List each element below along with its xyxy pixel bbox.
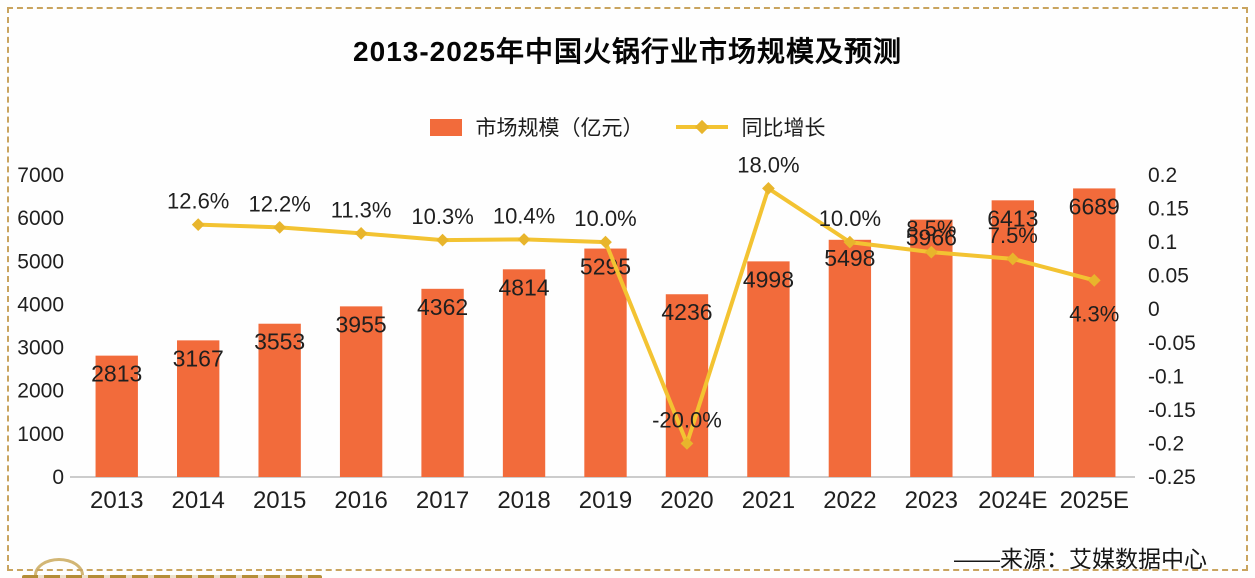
bar-value-label: 4998 [743, 266, 794, 292]
bar-value-label: 3167 [173, 345, 224, 371]
growth-value-label: 4.3% [1069, 301, 1119, 326]
x-tick-label: 2020 [660, 487, 713, 514]
x-tick-label: 2021 [742, 487, 795, 514]
x-tick-label: 2016 [334, 487, 387, 514]
growth-value-label: 8.5% [906, 216, 956, 241]
growth-value-label: 10.4% [493, 203, 555, 228]
left-axis-tick: 0 [52, 466, 64, 489]
left-axis-tick: 7000 [17, 164, 64, 187]
right-axis-tick: 0.1 [1148, 231, 1177, 254]
left-axis-tick: 4000 [17, 293, 64, 316]
bar-2023 [910, 219, 953, 477]
bar-2021 [747, 261, 790, 477]
left-axis-tick: 3000 [17, 337, 64, 360]
line-marker-2017 [436, 233, 449, 247]
right-axis-tick: -0.15 [1148, 399, 1196, 422]
left-axis-tick: 2000 [17, 380, 64, 403]
bar-2018 [502, 269, 546, 477]
line-marker-2019 [599, 235, 612, 249]
bar-value-label: 5498 [824, 245, 875, 271]
x-tick-label: 2019 [579, 487, 632, 514]
right-axis-tick: 0 [1148, 298, 1160, 321]
right-axis-tick: -0.25 [1148, 466, 1196, 489]
left-axis-tick: 6000 [17, 207, 64, 230]
bar-2019 [584, 248, 627, 477]
page-title: 2013-2025年中国火锅行业市场规模及预测 [353, 36, 902, 67]
right-axis-tick: -0.2 [1148, 432, 1184, 455]
bar-2014 [177, 340, 220, 477]
bar-2015 [258, 323, 301, 477]
x-tick-label: 2022 [823, 487, 876, 514]
growth-value-label: 12.2% [248, 191, 310, 216]
legend-bar-label: 市场规模（亿元） [475, 117, 644, 140]
line-marker-2018 [517, 233, 531, 246]
bar-value-label: 4362 [417, 294, 468, 320]
bar-2022 [828, 239, 872, 477]
bar-2017 [421, 288, 464, 477]
growth-value-label: 12.6% [167, 189, 229, 214]
growth-value-label: 10.3% [411, 204, 473, 229]
chart-legend: 市场规模（亿元） 同比增长 [0, 112, 1255, 142]
legend-line-label: 同比增长 [741, 117, 826, 140]
x-tick-label: 2015 [253, 487, 306, 514]
growth-line [196, 186, 1097, 446]
right-axis-tick: -0.05 [1148, 332, 1196, 355]
growth-value-label: 10.0% [819, 206, 881, 231]
legend-line-marker-icon [675, 119, 728, 135]
line-marker-2016 [354, 227, 368, 240]
bar-value-label: 6413 [987, 205, 1038, 231]
bar-value-label: 4814 [498, 274, 549, 300]
bar-2024E [991, 200, 1034, 477]
right-axis-tick: 0.15 [1148, 198, 1189, 221]
legend-bar-swatch-icon [429, 118, 462, 136]
bar-value-label: 5295 [580, 254, 631, 280]
bar-value-label: 2813 [91, 361, 142, 387]
x-tick-label: 2023 [905, 487, 958, 514]
bar-value-label: 3955 [336, 311, 387, 337]
bar-value-label: 4236 [661, 299, 712, 325]
right-axis-tick: -0.1 [1148, 365, 1184, 388]
growth-value-label: -20.0% [652, 407, 722, 432]
growth-value-label: 10.0% [574, 206, 636, 231]
bar-2025E [1073, 188, 1116, 478]
right-axis-tick: 0.05 [1148, 265, 1189, 288]
bar-value-label: 3553 [254, 329, 305, 355]
bar-value-label: 6689 [1069, 193, 1120, 219]
x-tick-label: 2013 [90, 487, 143, 514]
right-axis-tick: 0.2 [1148, 164, 1177, 187]
bar-2016 [339, 306, 383, 477]
left-axis-tick: 5000 [17, 250, 64, 273]
growth-value-label: 11.3% [331, 197, 392, 222]
x-tick-label: 2017 [416, 487, 469, 514]
growth-value-label: 7.5% [988, 223, 1038, 248]
line-marker-2014 [191, 218, 205, 232]
left-axis-tick: 1000 [17, 423, 64, 446]
x-tick-label: 2014 [171, 487, 224, 514]
source-note: ——来源：艾媒数据中心 [954, 546, 1207, 572]
diamond-marker-icon [694, 119, 709, 135]
bar-2013 [95, 355, 138, 477]
x-tick-label: 2018 [497, 487, 550, 514]
growth-value-label: 18.0% [737, 152, 799, 177]
line-marker-2015 [273, 220, 287, 234]
x-tick-label: 2024E [978, 487, 1047, 514]
x-tick-label: 2025E [1060, 487, 1129, 514]
